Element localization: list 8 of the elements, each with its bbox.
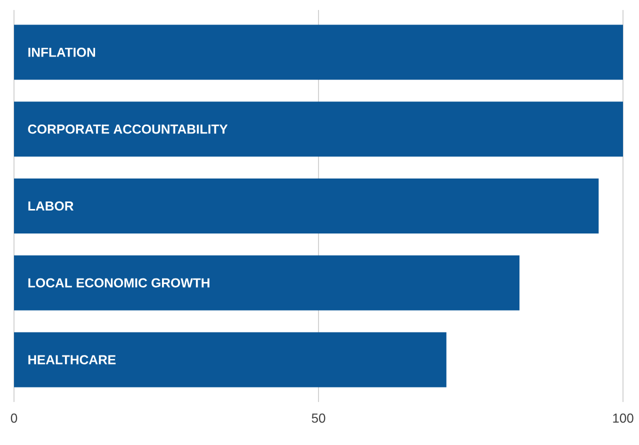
x-tick-label: 100: [613, 414, 634, 423]
x-tick-label: 50: [312, 414, 326, 423]
y-tick-label: LOCAL ECONOMIC GROWTH: [28, 278, 210, 288]
y-tick-label: CORPORATE ACCOUNTABILITY: [28, 124, 228, 134]
y-tick-label: HEALTHCARE: [28, 355, 116, 364]
y-tick-label: LABOR: [28, 201, 74, 211]
x-tick-label: 0: [10, 414, 18, 423]
y-tick-label: INFLATION: [28, 48, 96, 57]
